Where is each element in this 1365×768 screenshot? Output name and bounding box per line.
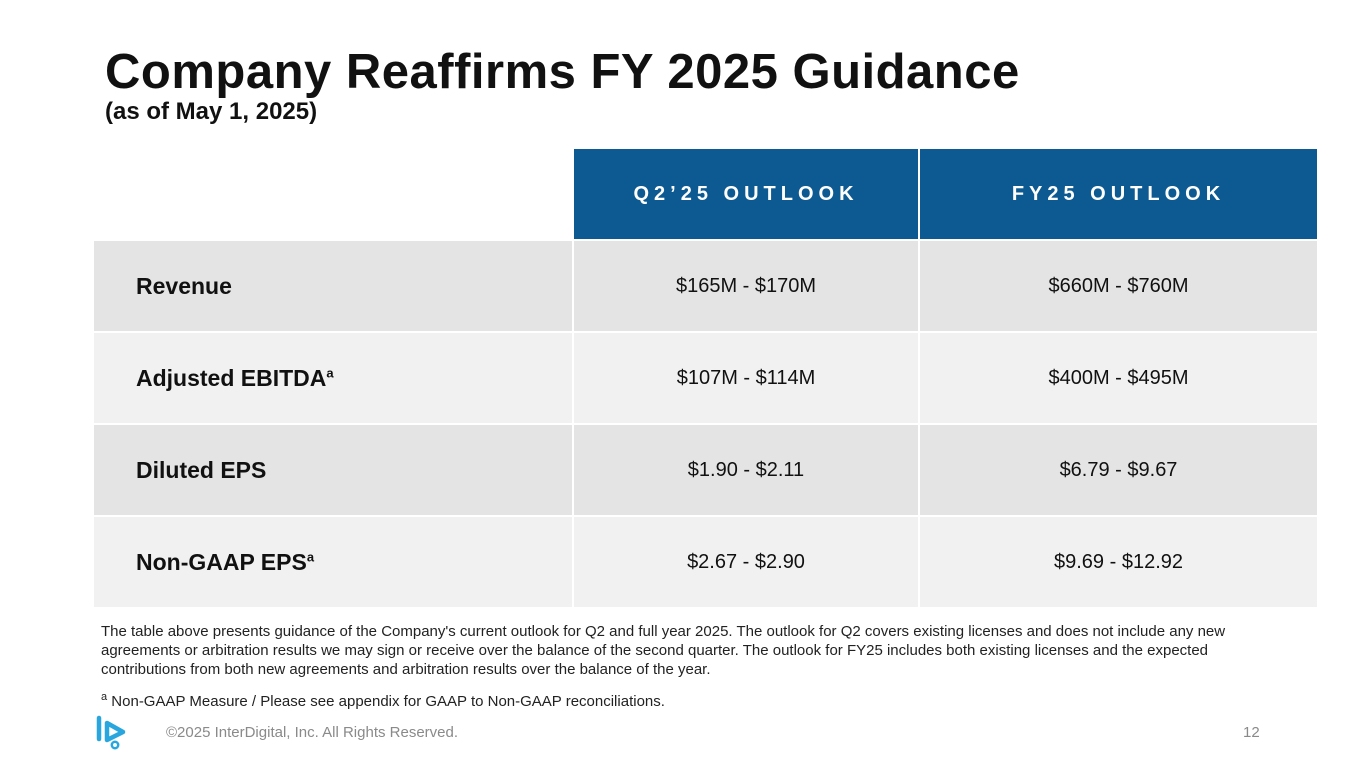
footnote: a Non-GAAP Measure / Please see appendix…: [101, 691, 665, 710]
cell-q2-value: $107M - $114M: [572, 331, 919, 424]
slide-subtitle: (as of May 1, 2025): [105, 98, 318, 125]
header-fy-outlook: FY25 OUTLOOK: [918, 149, 1317, 240]
metric-label: Diluted EPS: [136, 456, 267, 483]
cell-q2-value: $2.67 - $2.90: [572, 515, 919, 607]
header-q2-outlook: Q2’25 OUTLOOK: [572, 149, 919, 240]
table-row: Adjusted EBITDAa $107M - $114M $400M - $…: [94, 331, 1317, 424]
row-metric-revenue: Revenue: [94, 239, 573, 332]
superscript-marker: a: [306, 548, 315, 564]
table-header-row: Q2’25 OUTLOOK FY25 OUTLOOK: [94, 149, 1317, 240]
interdigital-logo-icon: [96, 715, 126, 750]
cell-fy-value: $6.79 - $9.67: [918, 423, 1317, 516]
header-blank-cell: [94, 149, 573, 240]
table-row: Diluted EPS $1.90 - $2.11 $6.79 - $9.67: [94, 423, 1317, 516]
table-row: Revenue $165M - $170M $660M - $760M: [94, 239, 1317, 332]
metric-label: Revenue: [136, 272, 232, 299]
superscript-marker: a: [326, 364, 334, 380]
row-metric-non-gaap-eps: Non-GAAP EPSa: [94, 515, 573, 607]
footnote-marker: a: [101, 691, 108, 703]
cell-fy-value: $660M - $760M: [918, 239, 1317, 332]
guidance-table: Q2’25 OUTLOOK FY25 OUTLOOK Revenue $165M…: [94, 149, 1317, 607]
cell-fy-value: $9.69 - $12.92: [918, 515, 1317, 607]
metric-label: Adjusted EBITDA: [136, 364, 327, 391]
cell-q2-value: $165M - $170M: [572, 239, 919, 332]
copyright-text: ©2025 InterDigital, Inc. All Rights Rese…: [166, 724, 459, 741]
metric-label: Non-GAAP EPS: [136, 548, 307, 575]
guidance-description: The table above presents guidance of the…: [101, 623, 1226, 678]
page-number: 12: [1243, 724, 1260, 741]
footnote-text: Non-GAAP Measure / Please see appendix f…: [111, 693, 665, 710]
cell-fy-value: $400M - $495M: [918, 331, 1317, 424]
row-metric-adjusted-ebitda: Adjusted EBITDAa: [94, 331, 573, 424]
row-metric-diluted-eps: Diluted EPS: [94, 423, 573, 516]
table-row: Non-GAAP EPSa $2.67 - $2.90 $9.69 - $12.…: [94, 515, 1317, 607]
cell-q2-value: $1.90 - $2.11: [572, 423, 919, 516]
slide-title: Company Reaffirms FY 2025 Guidance: [105, 45, 1020, 99]
